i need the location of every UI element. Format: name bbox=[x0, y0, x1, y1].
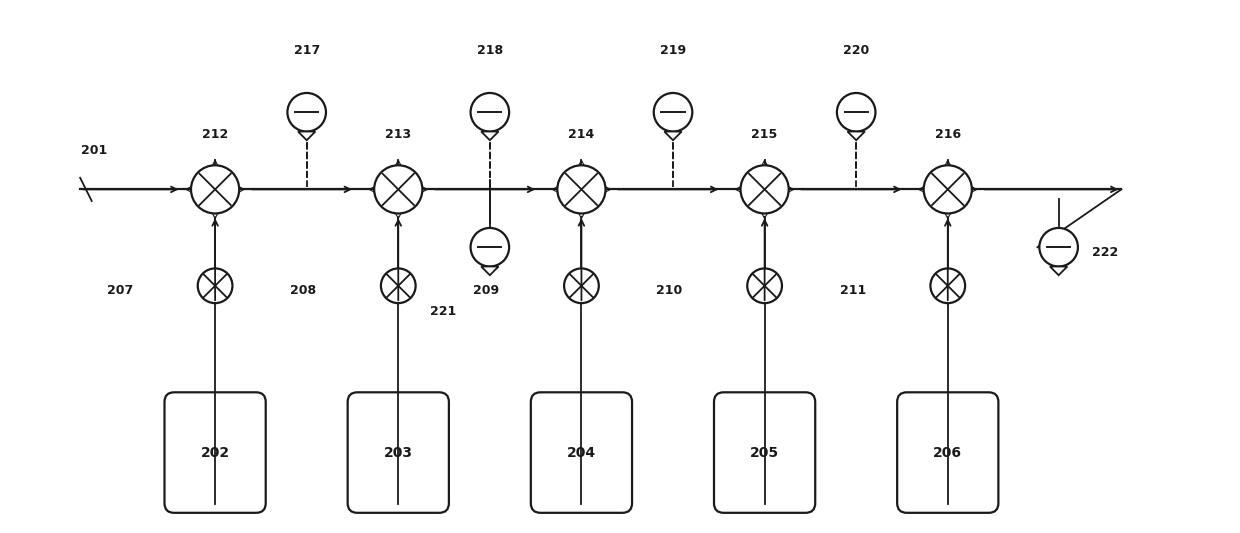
FancyBboxPatch shape bbox=[347, 392, 449, 513]
Circle shape bbox=[191, 165, 239, 214]
Text: 218: 218 bbox=[477, 44, 503, 58]
FancyBboxPatch shape bbox=[531, 392, 632, 513]
Circle shape bbox=[930, 269, 965, 303]
Text: 221: 221 bbox=[430, 305, 456, 318]
Text: 210: 210 bbox=[656, 284, 683, 297]
Polygon shape bbox=[481, 266, 498, 275]
Circle shape bbox=[470, 93, 510, 132]
Text: 214: 214 bbox=[568, 128, 594, 141]
Circle shape bbox=[653, 93, 692, 132]
Circle shape bbox=[197, 269, 232, 303]
Polygon shape bbox=[665, 132, 682, 140]
FancyBboxPatch shape bbox=[898, 392, 998, 513]
Circle shape bbox=[740, 165, 789, 214]
Text: 215: 215 bbox=[751, 128, 777, 141]
Text: 207: 207 bbox=[107, 284, 133, 297]
Text: 217: 217 bbox=[294, 44, 320, 58]
FancyBboxPatch shape bbox=[165, 392, 265, 513]
Circle shape bbox=[288, 93, 326, 132]
Text: 211: 211 bbox=[839, 284, 866, 297]
Circle shape bbox=[557, 165, 605, 214]
Text: 212: 212 bbox=[202, 128, 228, 141]
Polygon shape bbox=[847, 132, 864, 140]
Text: 219: 219 bbox=[660, 44, 686, 58]
Circle shape bbox=[748, 269, 782, 303]
Circle shape bbox=[374, 165, 423, 214]
Text: 203: 203 bbox=[383, 446, 413, 459]
Circle shape bbox=[470, 228, 510, 266]
Text: 213: 213 bbox=[386, 128, 412, 141]
Text: 206: 206 bbox=[934, 446, 962, 459]
Text: 205: 205 bbox=[750, 446, 779, 459]
Text: 202: 202 bbox=[201, 446, 229, 459]
Circle shape bbox=[837, 93, 875, 132]
Text: 222: 222 bbox=[1092, 246, 1118, 259]
Text: 204: 204 bbox=[567, 446, 596, 459]
Text: 220: 220 bbox=[843, 44, 869, 58]
Text: 201: 201 bbox=[82, 144, 108, 157]
FancyBboxPatch shape bbox=[714, 392, 815, 513]
Text: 209: 209 bbox=[474, 284, 500, 297]
Circle shape bbox=[924, 165, 972, 214]
Polygon shape bbox=[481, 132, 498, 140]
Text: 208: 208 bbox=[290, 284, 316, 297]
Polygon shape bbox=[298, 132, 315, 140]
Circle shape bbox=[1039, 228, 1078, 266]
Circle shape bbox=[564, 269, 599, 303]
Polygon shape bbox=[1050, 266, 1068, 275]
Circle shape bbox=[381, 269, 415, 303]
Text: 216: 216 bbox=[935, 128, 961, 141]
